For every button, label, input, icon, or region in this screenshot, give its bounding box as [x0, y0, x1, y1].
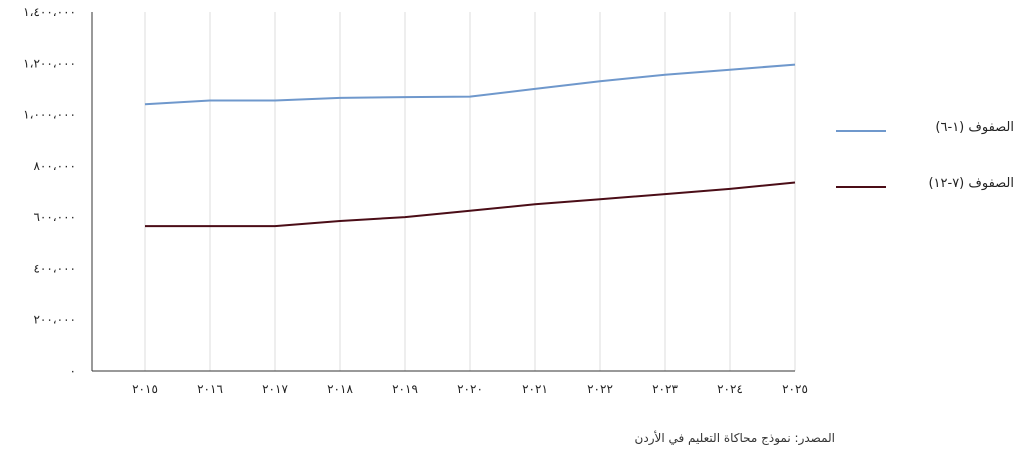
legend-label-series-1: الصفوف (١-٦): [935, 120, 1014, 135]
legend-swatch-series-1: [836, 130, 886, 132]
x-tick-label: ٢٠١٥: [132, 382, 158, 396]
y-tick-label: ٦٠٠،٠٠٠: [33, 210, 76, 224]
series-lines: [144, 63, 796, 228]
legend-item-series-1: الصفوف (١-٦): [830, 118, 1020, 144]
x-tick-label: ٢٠١٨: [327, 382, 353, 396]
series-line-2: [145, 181, 796, 228]
legend-item-series-2: الصفوف (٧-١٢): [830, 174, 1020, 200]
series-line-1: [144, 63, 796, 106]
x-tick-label: ٢٠٢٣: [652, 382, 678, 396]
legend-label-series-2: الصفوف (٧-١٢): [928, 176, 1014, 191]
x-tick-label: ٢٠٢٢: [587, 382, 613, 396]
y-tick-label: ١،٢٠٠،٠٠٠: [23, 56, 76, 70]
x-tick-labels: ٢٠١٥ ٢٠١٦ ٢٠١٧ ٢٠١٨ ٢٠١٩ ٢٠٢٠ ٢٠٢١ ٢٠٢٢ ٢٠٢٣ ٢٠٢٤…: [132, 382, 808, 396]
x-tick-label: ٢٠٢١: [522, 382, 548, 396]
x-tick-label: ٢٠١٦: [197, 382, 223, 396]
x-tick-label: ٢٠٢٤: [717, 382, 743, 396]
x-tick-label: ٢٠٢٥: [782, 382, 808, 396]
x-tick-label: ٢٠١٩: [392, 382, 418, 396]
y-tick-label: ١،٤٠٠،٠٠٠: [23, 5, 76, 19]
y-tick-label: ٢٠٠،٠٠٠: [33, 313, 76, 327]
y-tick-label: ٠: [70, 364, 76, 378]
source-note: المصدر: نموذج محاكاة التعليم في الأردن: [634, 431, 835, 445]
x-tick-label: ٢٠١٧: [262, 382, 288, 396]
y-tick-label: ٤٠٠،٠٠٠: [33, 261, 76, 275]
axes: [91, 12, 795, 372]
y-tick-label: ١،٠٠٠،٠٠٠: [23, 108, 76, 122]
y-tick-label: ٨٠٠،٠٠٠: [33, 159, 76, 173]
legend-swatch-series-2: [836, 186, 886, 188]
gridlines: [144, 12, 796, 371]
x-tick-label: ٢٠٢٠: [457, 382, 483, 396]
y-tick-labels: ٠ ٢٠٠،٠٠٠ ٤٠٠،٠٠٠ ٦٠٠،٠٠٠ ٨٠٠،٠٠٠ ١،٠٠٠،٠٠٠ ١،…: [23, 5, 76, 378]
